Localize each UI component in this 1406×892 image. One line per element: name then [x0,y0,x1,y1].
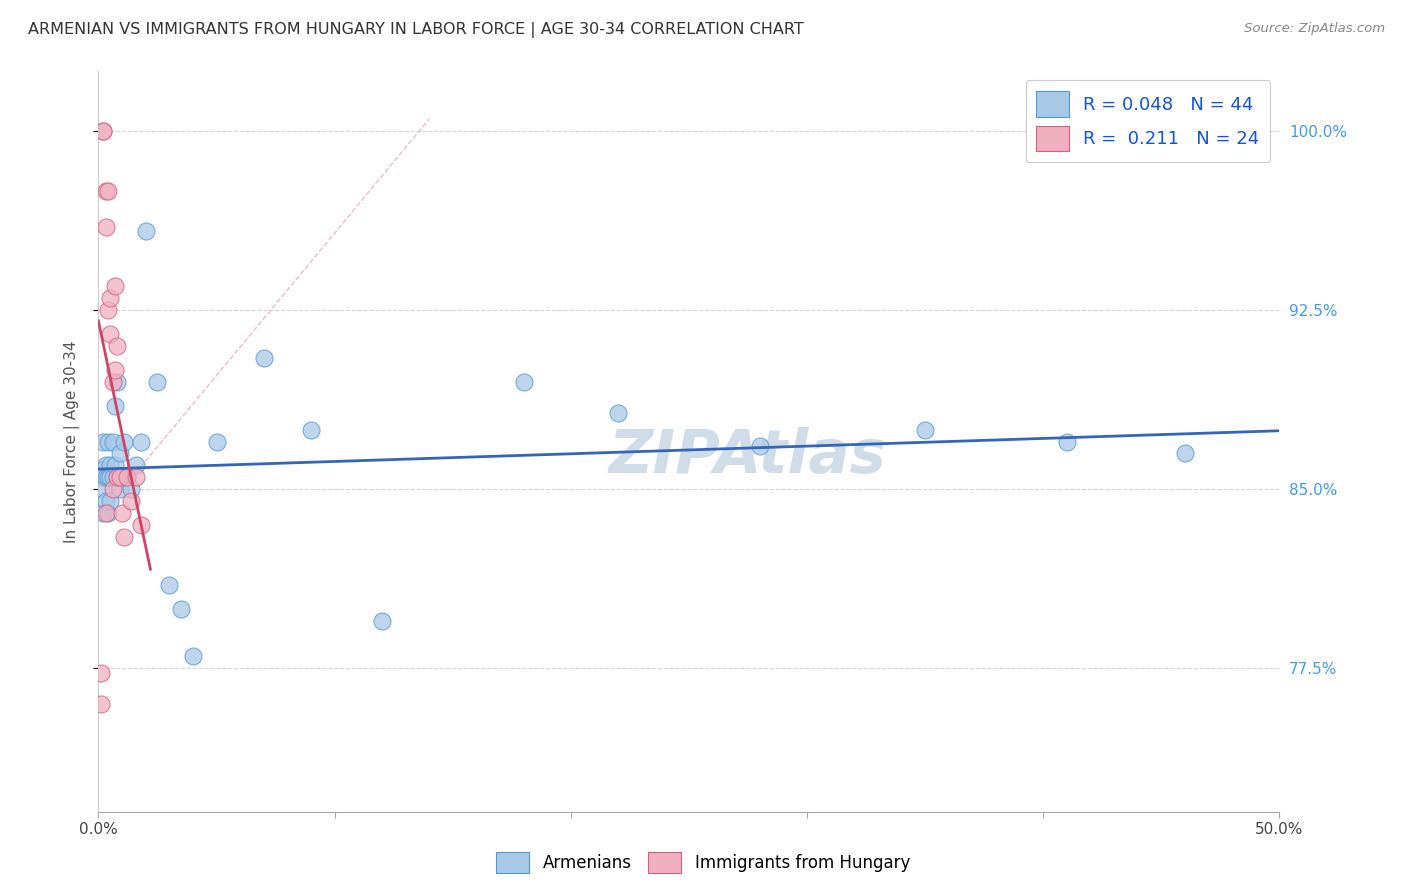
Point [115,470,138,484]
Point [125,470,148,484]
Point [101,470,124,484]
Point [748,439,770,453]
Point [97,434,120,449]
Point [108,470,131,484]
Point [90,470,112,484]
Point [97,303,120,318]
Point [94,219,117,234]
Point [105,339,128,353]
Point [104,458,127,473]
Point [121,494,143,508]
Point [111,506,134,520]
Point [121,483,143,497]
Point [94,458,117,473]
Point [91,506,114,520]
Text: Source: ZipAtlas.com: Source: ZipAtlas.com [1244,22,1385,36]
Point [146,375,169,389]
Point [135,224,157,238]
Point [98,494,121,508]
Point [108,483,131,497]
Point [129,434,152,449]
Y-axis label: In Labor Force | Age 30-34: In Labor Force | Age 30-34 [65,340,80,543]
Point [91,463,114,477]
Point [97,470,120,484]
Point [91,434,114,449]
Point [98,458,121,473]
Legend: Armenians, Immigrants from Hungary: Armenians, Immigrants from Hungary [489,846,917,880]
Point [112,434,135,449]
Point [914,423,936,437]
Point [94,184,117,198]
Text: ARMENIAN VS IMMIGRANTS FROM HUNGARY IN LABOR FORCE | AGE 30-34 CORRELATION CHART: ARMENIAN VS IMMIGRANTS FROM HUNGARY IN L… [28,22,804,38]
Point [1174,446,1197,460]
Point [91,124,114,138]
Point [111,470,134,484]
Point [90,698,112,712]
Point [98,470,121,484]
Point [101,434,124,449]
Point [94,506,117,520]
Point [94,494,117,508]
Point [253,351,276,365]
Point [98,327,121,342]
Point [97,506,120,520]
Point [112,530,135,544]
Legend: R = 0.048   N = 44, R =  0.211   N = 24: R = 0.048 N = 44, R = 0.211 N = 24 [1025,80,1271,162]
Point [512,375,534,389]
Point [105,375,128,389]
Point [98,291,121,305]
Point [105,470,128,484]
Point [181,649,204,664]
Text: ZIPAtlas: ZIPAtlas [609,427,887,486]
Point [90,463,112,477]
Point [105,470,128,484]
Point [115,470,138,484]
Point [205,434,228,449]
Point [371,614,394,628]
Point [170,601,193,615]
Point [101,483,124,497]
Point [101,375,124,389]
Point [129,518,152,533]
Point [94,470,117,484]
Point [157,578,180,592]
Point [108,446,131,460]
Point [104,363,127,377]
Point [91,124,114,138]
Point [97,184,120,198]
Point [1056,434,1078,449]
Point [607,406,630,420]
Point [125,458,148,473]
Point [299,423,322,437]
Point [104,279,127,293]
Point [104,399,127,413]
Point [90,666,112,681]
Point [91,483,114,497]
